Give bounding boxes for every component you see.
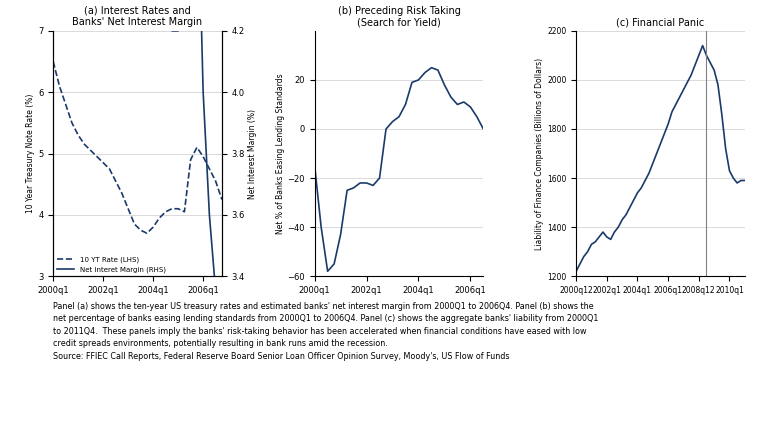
- Net Interet Margin (RHS): [211, 289, 220, 294]
- Title: (a) Interest Rates and
Banks' Net Interest Margin: (a) Interest Rates and Banks' Net Intere…: [72, 6, 203, 27]
- 10 YT Rate (LHS): [49, 59, 58, 64]
- 10 YT Rate (LHS): [111, 179, 120, 184]
- 10 YT Rate (LHS): [205, 166, 214, 172]
- Line: 10 YT Rate (LHS): 10 YT Rate (LHS): [53, 62, 222, 233]
- 10 YT Rate (LHS): [80, 142, 89, 147]
- Title: (c) Financial Panic: (c) Financial Panic: [616, 17, 705, 27]
- Legend: 10 YT Rate (LHS), Net Interet Margin (RHS): 10 YT Rate (LHS), Net Interet Margin (RH…: [57, 256, 166, 273]
- 10 YT Rate (LHS): [117, 191, 126, 196]
- 10 YT Rate (LHS): [173, 206, 182, 211]
- 10 YT Rate (LHS): [105, 166, 114, 172]
- 10 YT Rate (LHS): [136, 228, 145, 233]
- 10 YT Rate (LHS): [155, 215, 164, 220]
- 10 YT Rate (LHS): [211, 179, 220, 184]
- Y-axis label: 10 Year Treasury Note Rate (%): 10 Year Treasury Note Rate (%): [27, 94, 35, 213]
- 10 YT Rate (LHS): [74, 132, 83, 138]
- Line: Net Interet Margin (RHS): Net Interet Margin (RHS): [53, 0, 222, 307]
- 10 YT Rate (LHS): [99, 160, 108, 165]
- 10 YT Rate (LHS): [142, 231, 151, 236]
- Net Interet Margin (RHS): [136, 0, 145, 3]
- Net Interet Margin (RHS): [198, 90, 207, 95]
- 10 YT Rate (LHS): [68, 120, 77, 126]
- 10 YT Rate (LHS): [161, 209, 170, 214]
- Net Interet Margin (RHS): [180, 0, 189, 3]
- 10 YT Rate (LHS): [93, 154, 102, 159]
- Y-axis label: Net % of Banks Easing Lending Standards: Net % of Banks Easing Lending Standards: [276, 73, 284, 234]
- 10 YT Rate (LHS): [192, 145, 201, 150]
- 10 YT Rate (LHS): [217, 197, 226, 202]
- 10 YT Rate (LHS): [130, 221, 139, 227]
- 10 YT Rate (LHS): [149, 224, 158, 230]
- 10 YT Rate (LHS): [198, 154, 207, 159]
- 10 YT Rate (LHS): [124, 206, 133, 211]
- 10 YT Rate (LHS): [86, 148, 95, 153]
- 10 YT Rate (LHS): [186, 157, 195, 162]
- Net Interet Margin (RHS): [173, 28, 182, 34]
- 10 YT Rate (LHS): [180, 209, 189, 214]
- Net Interet Margin (RHS): [205, 212, 214, 217]
- 10 YT Rate (LHS): [167, 206, 176, 211]
- Text: Panel (a) shows the ten-year US treasury rates and estimated banks' net interest: Panel (a) shows the ten-year US treasury…: [53, 302, 599, 361]
- 10 YT Rate (LHS): [61, 102, 70, 107]
- 10 YT Rate (LHS): [55, 83, 64, 89]
- Net Interet Margin (RHS): [217, 304, 226, 310]
- Net Interet Margin (RHS): [167, 28, 176, 34]
- Y-axis label: Net Interest Margin (%): Net Interest Margin (%): [248, 108, 257, 198]
- Title: (b) Preceding Risk Taking
(Search for Yield): (b) Preceding Risk Taking (Search for Yi…: [337, 6, 461, 27]
- Y-axis label: Liability of Finance Companies (Billions of Dollars): Liability of Finance Companies (Billions…: [535, 57, 544, 250]
